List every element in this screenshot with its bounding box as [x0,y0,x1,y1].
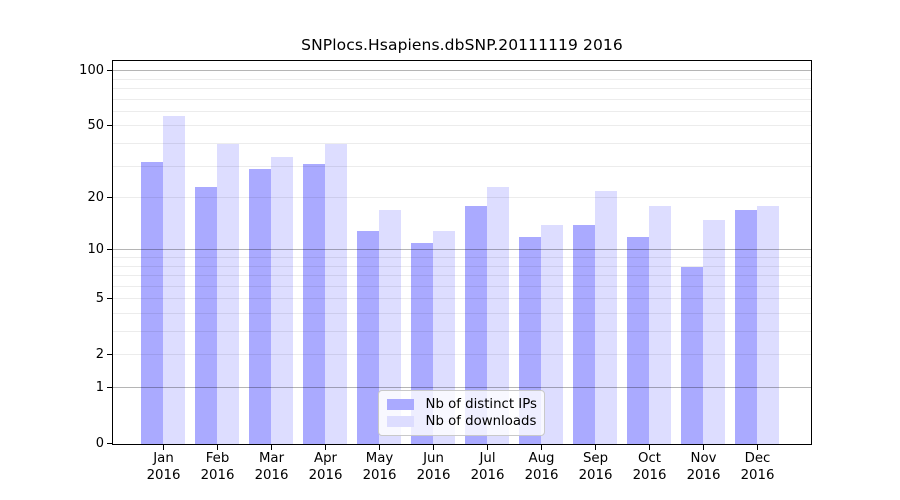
bar-distinct-ips-jul [465,206,487,444]
gridline-minor [113,298,811,300]
bar-distinct-ips-sep [573,225,595,444]
x-tick-mark [378,445,381,450]
bar-distinct-ips-nov [681,266,703,444]
x-tick-mark [432,445,435,450]
bar-downloads-oct [649,206,671,444]
y-tick-mark [106,298,113,300]
y-tick-mark [106,125,113,127]
bar-downloads-feb [217,143,239,444]
gridline-minor [113,125,811,127]
y-tick-mark [106,196,113,199]
bar-distinct-ips-jan [141,161,163,444]
legend-item-distinct-ips: Nb of distinct IPs [386,396,537,413]
bar-downloads-apr [325,143,347,444]
x-tick-label: Jan 2016 [146,451,181,483]
x-tick-mark [540,445,543,450]
bar-downloads-mar [271,156,293,444]
gridline-minor [113,142,811,144]
x-tick-mark [216,445,219,450]
gridline-decade [113,249,811,251]
gridline-minor [113,285,811,287]
bar-distinct-ips-oct [627,236,649,444]
x-tick-label: Oct 2016 [632,451,667,483]
bar-downloads-nov [703,220,725,444]
y-tick-mark [106,70,113,72]
bar-downloads-may [379,210,401,444]
x-tick-label: May 2016 [362,451,397,483]
bar-downloads-sep [595,190,617,444]
gridline-decade [113,387,811,389]
legend: Nb of distinct IPs Nb of downloads [377,390,545,436]
gridline-minor [113,312,811,314]
x-tick-mark [594,445,597,450]
bar-distinct-ips-apr [303,163,325,444]
bar-downloads-aug [541,225,563,444]
x-tick-mark [162,445,165,450]
x-tick-label: Jul 2016 [470,451,505,483]
gridline-minor [113,265,811,267]
gridline-minor [113,110,811,112]
y-tick-label: 50 [87,118,104,134]
y-tick-label: 5 [95,291,104,307]
x-tick-mark [486,445,489,450]
x-tick-label: Dec 2016 [740,451,775,483]
y-tick-label: 2 [95,347,104,363]
bar-distinct-ips-mar [249,169,271,444]
plot-area: Nb of distinct IPs Nb of downloads [112,60,812,445]
legend-item-downloads: Nb of downloads [386,413,537,430]
x-tick-mark [702,445,705,450]
chart-title: SNPlocs.Hsapiens.dbSNP.20111119 2016 [301,36,623,54]
y-tick-mark [106,442,113,445]
bar-downloads-dec [757,206,779,444]
x-tick-label: Mar 2016 [254,451,289,483]
x-tick-mark [270,445,273,450]
legend-label-distinct-ips: Nb of distinct IPs [425,397,537,412]
gridline-minor [113,331,811,332]
y-tick-label: 20 [87,190,104,205]
y-tick-mark [106,249,113,251]
gridline-minor [113,78,811,80]
legend-label-downloads: Nb of downloads [425,414,537,429]
gridline-minor [113,98,811,100]
x-tick-mark [756,445,759,450]
x-tick-label: Jun 2016 [416,451,451,483]
y-tick-mark [106,386,113,389]
bar-downloads-jul [487,187,509,444]
y-tick-label: 100 [79,63,104,79]
x-tick-label: Aug 2016 [524,451,559,483]
gridline-minor [113,275,811,276]
y-tick-label: 0 [95,436,104,451]
bar-downloads-jan [163,115,185,444]
x-tick-label: Nov 2016 [686,451,721,483]
x-tick-mark [648,445,651,450]
x-tick-label: Apr 2016 [308,451,343,483]
x-tick-label: Sep 2016 [578,451,613,483]
gridline-minor [113,256,811,258]
bar-distinct-ips-may [357,230,379,444]
gridline-minor [113,87,811,89]
gridline-minor [113,165,811,167]
gridline-minor [113,197,811,198]
x-tick-mark [324,445,327,450]
y-tick-label: 1 [95,380,104,395]
y-tick-label: 10 [87,242,104,258]
legend-swatch-downloads [386,416,414,427]
bar-distinct-ips-feb [195,187,217,444]
y-tick-mark [106,354,113,356]
legend-swatch-distinct-ips [386,399,414,410]
gridline-minor [113,354,811,356]
bar-distinct-ips-dec [735,210,757,444]
gridline-decade [113,70,811,72]
x-tick-label: Feb 2016 [200,451,235,483]
